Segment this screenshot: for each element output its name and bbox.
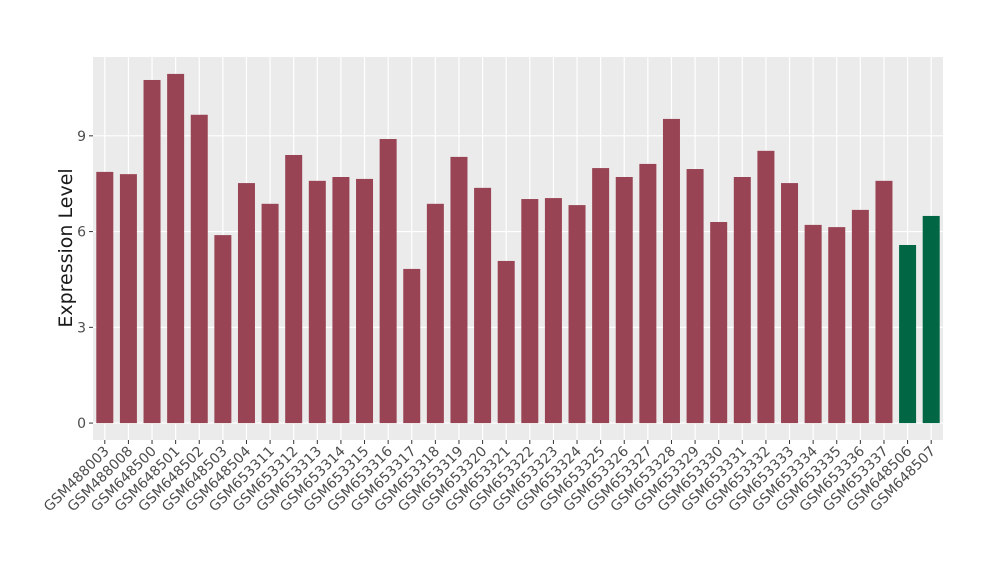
- bar: [544, 198, 562, 424]
- bar: [379, 139, 397, 424]
- bar: [899, 244, 917, 424]
- bar: [332, 177, 350, 424]
- y-tick-label: 3: [77, 320, 86, 336]
- bar: [639, 163, 657, 424]
- bar: [851, 209, 869, 424]
- bar: [190, 114, 208, 424]
- bar: [96, 171, 114, 424]
- bar: [592, 168, 610, 424]
- bar: [261, 203, 279, 424]
- bar: [710, 222, 728, 424]
- bar: [426, 203, 444, 424]
- y-tick-label: 0: [77, 416, 86, 432]
- bar: [615, 177, 633, 424]
- bar: [662, 118, 680, 424]
- bar: [237, 183, 255, 424]
- bar: [804, 224, 822, 424]
- panel: [93, 57, 943, 440]
- bar: [143, 79, 161, 424]
- bar: [356, 178, 374, 424]
- bar: [214, 235, 232, 424]
- y-axis-label: Expression Level: [55, 168, 77, 327]
- y-tick-label: 6: [77, 225, 86, 241]
- bar: [757, 150, 775, 424]
- y-tick-label: 9: [77, 129, 86, 145]
- bar: [521, 199, 539, 424]
- bar: [450, 156, 468, 424]
- bar: [474, 187, 492, 424]
- bar: [733, 177, 751, 424]
- bar: [781, 183, 799, 424]
- bar: [568, 205, 586, 424]
- bar: [308, 180, 326, 424]
- bar: [875, 180, 893, 424]
- bar: [922, 215, 940, 424]
- bar: [686, 169, 704, 424]
- bar: [828, 227, 846, 424]
- bar: [167, 73, 185, 424]
- bar: [119, 174, 137, 424]
- bar: [285, 154, 303, 424]
- bar: [497, 260, 515, 424]
- bar: [403, 268, 421, 424]
